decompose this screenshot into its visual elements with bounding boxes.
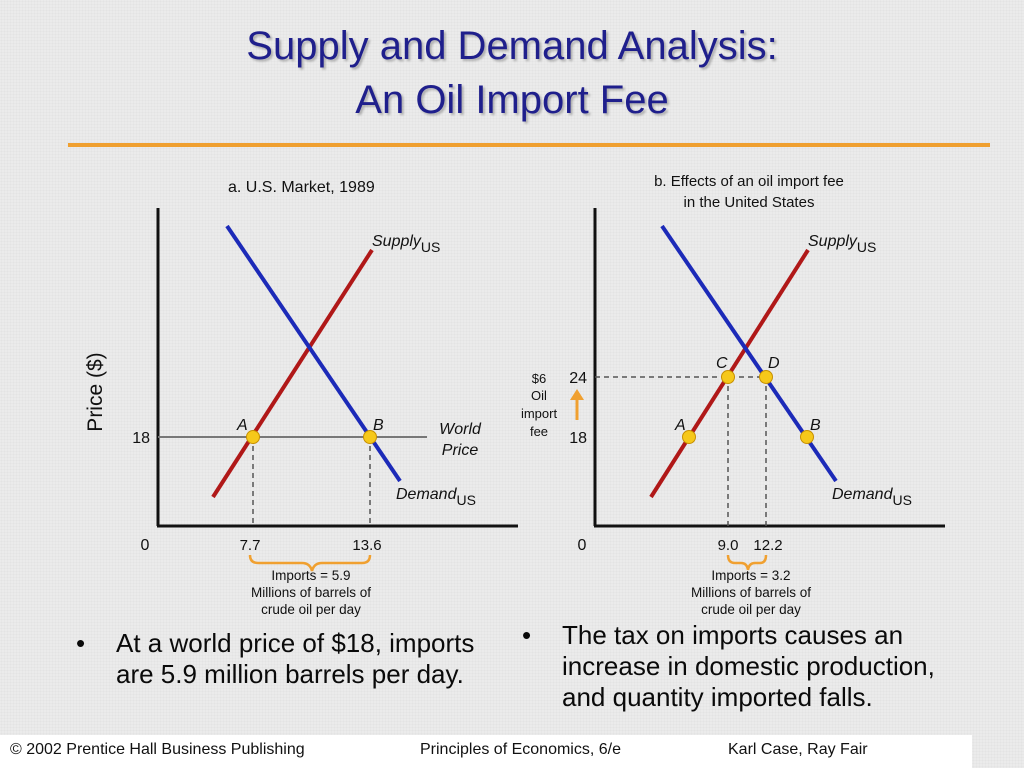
chart-a-title: a. U.S. Market, 1989 bbox=[228, 179, 375, 196]
bullet-right-symbol: • bbox=[522, 620, 532, 650]
chart-a-xtick-13-6: 13.6 bbox=[352, 537, 381, 554]
chart-b-point-d-label: D bbox=[768, 355, 780, 372]
world-price-label-2: Price bbox=[442, 442, 479, 459]
chart-a-point-b-label: B bbox=[373, 417, 384, 434]
chart-a-origin: 0 bbox=[141, 537, 150, 554]
chart-b-origin: 0 bbox=[578, 537, 587, 554]
chart-a-ytick-18: 18 bbox=[132, 430, 150, 447]
chart-b-point-b-label: B bbox=[810, 417, 821, 434]
chart-b-point-d bbox=[759, 370, 773, 384]
chart-a-ylabel: Price ($) bbox=[84, 352, 107, 431]
chart-b-ytick-18: 18 bbox=[569, 430, 587, 447]
chart-b-point-c-label: C bbox=[716, 355, 728, 372]
chart-b-supply-label: SupplyUS bbox=[808, 233, 876, 255]
fee-up-arrow-icon bbox=[570, 389, 584, 420]
chart-a-supply-line bbox=[211, 248, 374, 499]
chart-a-point-a bbox=[246, 430, 260, 444]
bullet-right: • The tax on imports causes an increase … bbox=[522, 620, 982, 713]
title-divider bbox=[68, 143, 990, 147]
fee-note-line3: import bbox=[521, 406, 558, 421]
footer-book: Principles of Economics, 6/e bbox=[420, 741, 621, 758]
chart-b-title-line1: b. Effects of an oil import fee bbox=[654, 173, 844, 190]
slide-title-line2: An Oil Import Fee bbox=[355, 78, 669, 122]
chart-b-title-line2: in the United States bbox=[684, 194, 815, 211]
chart-b-point-a-label: A bbox=[674, 417, 686, 434]
chart-b-imports-line2: Millions of barrels of bbox=[691, 585, 811, 600]
chart-b-point-c bbox=[721, 370, 735, 384]
footer-copyright: © 2002 Prentice Hall Business Publishing bbox=[10, 741, 305, 758]
chart-a-imports-line2: Millions of barrels of bbox=[251, 585, 371, 600]
world-price-label-1: World bbox=[439, 421, 482, 438]
chart-a-xtick-7-7: 7.7 bbox=[240, 537, 261, 554]
chart-b-xtick-12-2: 12.2 bbox=[753, 537, 782, 554]
bullet-left-symbol: • bbox=[76, 628, 86, 658]
footer: © 2002 Prentice Hall Business Publishing… bbox=[0, 735, 972, 768]
chart-b-point-b bbox=[800, 430, 814, 444]
chart-a-imports-line3: crude oil per day bbox=[261, 602, 361, 617]
chart-a-point-b bbox=[363, 430, 377, 444]
fee-note-line1: $6 bbox=[532, 371, 546, 386]
fee-note-line4: fee bbox=[530, 424, 548, 439]
chart-b-imports-brace bbox=[726, 554, 768, 571]
fee-note-line2: Oil bbox=[531, 388, 547, 403]
chart-b-demand-label: DemandUS bbox=[832, 486, 912, 508]
chart-b-ytick-24: 24 bbox=[569, 370, 587, 387]
chart-a: a. U.S. Market, 1989 Price ($) A B Suppl… bbox=[84, 179, 518, 617]
chart-a-demand-label: DemandUS bbox=[396, 486, 476, 508]
chart-a-imports-line1: Imports = 5.9 bbox=[271, 568, 350, 583]
chart-b-xtick-9-0: 9.0 bbox=[718, 537, 739, 554]
bullet-left-text: At a world price of $18, imports are 5.9… bbox=[116, 628, 475, 689]
chart-a-imports-brace bbox=[248, 554, 372, 572]
chart-b-point-a bbox=[682, 430, 696, 444]
chart-b-imports-line3: crude oil per day bbox=[701, 602, 801, 617]
chart-b-imports-line1: Imports = 3.2 bbox=[711, 568, 790, 583]
bullet-left: • At a world price of $18, imports are 5… bbox=[76, 628, 496, 690]
chart-a-supply-label: SupplyUS bbox=[372, 233, 440, 255]
chart-a-point-a-label: A bbox=[236, 417, 248, 434]
chart-b: b. Effects of an oil import fee in the U… bbox=[521, 173, 945, 617]
bullet-right-text: The tax on imports causes an increase in… bbox=[562, 620, 935, 712]
footer-authors: Karl Case, Ray Fair bbox=[728, 741, 868, 758]
slide-title-line1: Supply and Demand Analysis: bbox=[246, 24, 778, 68]
